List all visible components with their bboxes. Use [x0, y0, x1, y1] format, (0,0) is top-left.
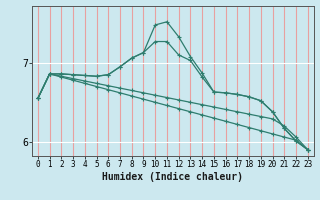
X-axis label: Humidex (Indice chaleur): Humidex (Indice chaleur) [102, 172, 243, 182]
